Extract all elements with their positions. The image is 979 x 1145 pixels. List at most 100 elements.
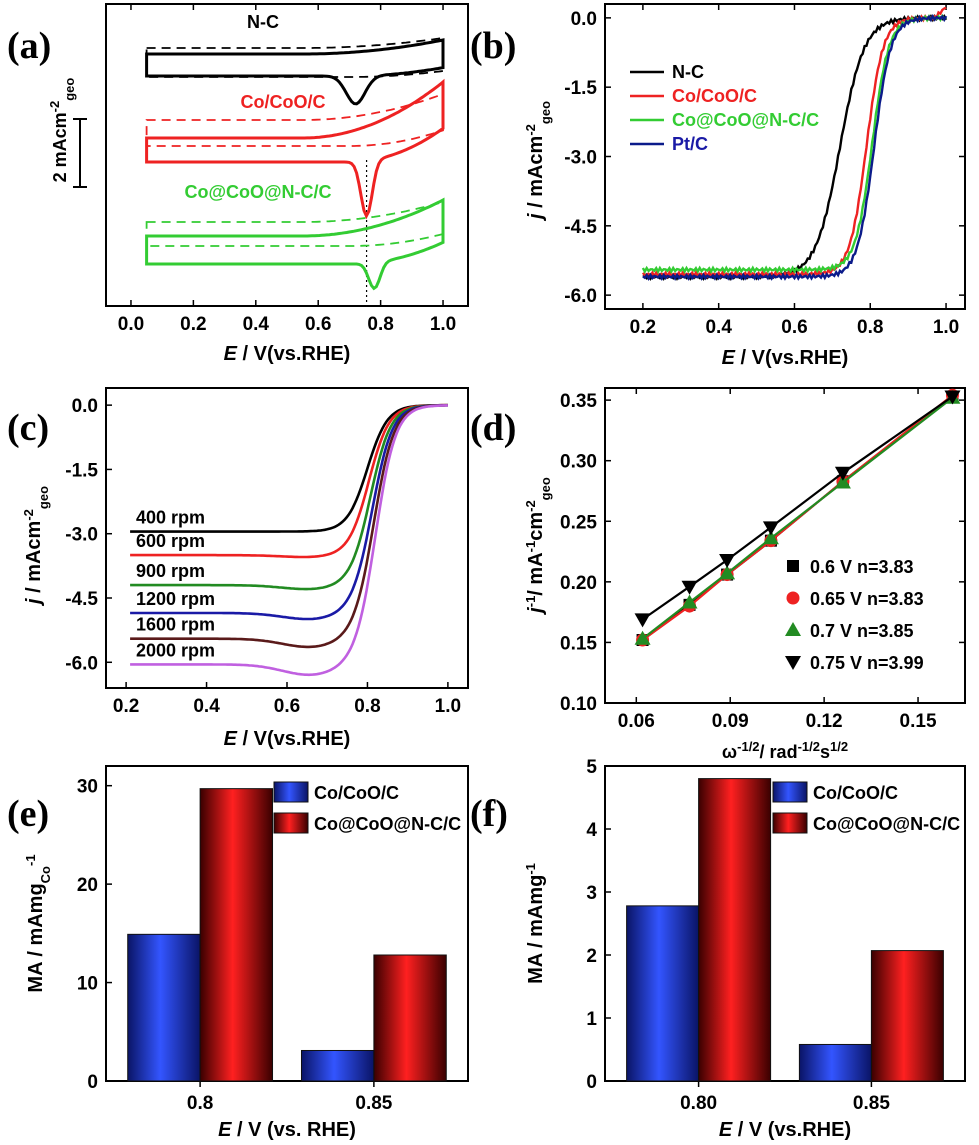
panel-e-mass-activity-bar-chart: 0 10 20 30 (e) E / V (vs. RHE) MA / mAmgCo-1 0.… xyxy=(7,765,469,1141)
kl-data-point xyxy=(634,630,651,645)
lsv-curve-3 xyxy=(642,13,948,282)
legend-marker xyxy=(785,656,801,670)
x-tick-label: 0.85 xyxy=(853,1093,890,1114)
y-tick-label: 0.20 xyxy=(560,573,597,594)
y-axis-label: MA / mAmg-1 xyxy=(523,863,548,984)
kl-data-point xyxy=(762,530,779,545)
y-tick-label: 3 xyxy=(586,883,597,904)
y-tick-label: -4.5 xyxy=(564,217,597,238)
legend-label: 0.7 V n=3.85 xyxy=(810,621,914,641)
panel-label: (f) xyxy=(470,793,508,835)
y-tick-label: -6.0 xyxy=(564,286,597,307)
y-tick-label: -3.0 xyxy=(65,525,98,546)
lsv-curve-2 xyxy=(641,13,948,275)
y-tick-label: 0.15 xyxy=(560,633,597,654)
bar-co-coo-n-c-c xyxy=(373,954,447,1082)
x-axis-label: E / V(vs.RHE) xyxy=(224,343,351,365)
legend-swatch xyxy=(273,781,309,803)
rpm-curve-0 xyxy=(130,403,448,533)
x-axis-label: E / V(vs.RHE) xyxy=(224,728,351,750)
x-tick-label: 0.2 xyxy=(630,317,656,338)
legend-label: Co@CoO@N-C/C xyxy=(314,814,461,834)
bar-co-coo-c xyxy=(626,905,700,1082)
x-tick-label: 0.6 xyxy=(781,317,807,338)
x-tick-label: 0.15 xyxy=(900,711,937,732)
legend-label: Co/CoO/C xyxy=(813,783,898,803)
x-tick-label: 0.2 xyxy=(113,696,139,717)
y-tick-label: 4 xyxy=(586,820,597,841)
y-tick-label: 0 xyxy=(87,1072,98,1093)
x-tick-label: 1.0 xyxy=(435,696,461,717)
panel-label: (e) xyxy=(7,793,49,835)
rpm-label: 1600 rpm xyxy=(136,615,215,635)
legend-label: Co@CoO@N-C/C xyxy=(813,814,960,834)
kl-data-point xyxy=(834,466,851,481)
legend-marker xyxy=(787,560,799,572)
kl-data-point xyxy=(681,594,698,609)
bar-co-coo-c xyxy=(127,933,201,1082)
rpm-label: 900 rpm xyxy=(136,561,205,581)
y-tick-label: 0.0 xyxy=(571,9,597,30)
x-tick-label: 0.4 xyxy=(193,696,220,717)
x-tick-label: 0.4 xyxy=(243,314,270,335)
x-tick-label: 0.8 xyxy=(857,317,883,338)
series-label-n-c: N-C xyxy=(247,12,279,32)
y-tick-label: 5 xyxy=(586,757,597,778)
legend-swatch xyxy=(273,812,309,834)
cv-dashed-n-c xyxy=(145,36,444,78)
panel-label: (c) xyxy=(7,407,49,449)
cv-dashed-co-coo-n-c-c xyxy=(145,200,444,247)
rpm-curve-1 xyxy=(130,403,448,559)
x-tick-label: 0.09 xyxy=(712,711,749,732)
bar-co-coo-c xyxy=(798,1043,872,1082)
bar-co-coo-n-c-c xyxy=(870,950,944,1082)
legend-marker xyxy=(785,622,801,636)
kl-data-point xyxy=(762,521,779,536)
x-tick-label: 0.80 xyxy=(680,1093,717,1114)
kl-data-point xyxy=(944,390,961,405)
bar-co-coo-n-c-c xyxy=(199,788,274,1082)
y-axis-label: MA / mAmgCo-1 xyxy=(23,854,53,992)
panel-a-cv-chart: 0.0 0.2 0.4 0.6 0.8 1.0 (a) E / V(vs.RHE) 2 mAcm… xyxy=(7,3,469,365)
y-tick-label: 30 xyxy=(77,777,98,798)
plot-frame xyxy=(604,765,966,1082)
rpm-curve-3 xyxy=(130,404,448,621)
y-tick-label: 0 xyxy=(586,1072,597,1093)
y-tick-label: 0.25 xyxy=(560,512,597,533)
legend-label: Co@CoO@N-C/C xyxy=(672,110,819,130)
legend-label: 0.75 V n=3.99 xyxy=(810,653,924,673)
x-tick-label: 0.06 xyxy=(618,711,655,732)
kl-fit-line-3 xyxy=(641,395,954,621)
x-tick-label: 0.2 xyxy=(180,314,206,335)
legend-marker xyxy=(786,591,800,605)
legend-swatch xyxy=(772,812,808,834)
x-axis-label: E / V (vs. RHE) xyxy=(218,1119,356,1141)
y-tick-label: 0.0 xyxy=(72,396,98,417)
x-tick-label: 0.8 xyxy=(187,1093,213,1114)
x-axis-label: E / V (vs.RHE) xyxy=(719,1119,851,1141)
x-tick-label: 0.4 xyxy=(705,317,732,338)
plot-frame xyxy=(105,765,469,1082)
panel-c-rpm-chart: 0.2 0.4 0.6 0.8 1.0 0.0 -1.5 -3.0 -4.5 -6.0 (c) E /… xyxy=(7,387,469,750)
rpm-label: 2000 rpm xyxy=(136,640,215,660)
x-tick-label: 1.0 xyxy=(430,314,456,335)
x-axis-label: ω-1/2/ rad-1/2s1/2 xyxy=(722,739,848,763)
cv-solid-co-coo-n-c-c xyxy=(145,197,445,291)
kl-data-point xyxy=(719,565,736,580)
kl-fit-line-1 xyxy=(641,394,954,641)
x-axis-label: E / V(vs.RHE) xyxy=(722,347,849,369)
y-tick-label: -6.0 xyxy=(65,653,98,674)
cv-solid-n-c xyxy=(145,38,445,106)
rpm-curve-4 xyxy=(130,404,448,649)
panel-f-mass-activity-bar-chart: 0 1 2 3 4 5 (f) E / V (vs.RHE) MA / mAmg-1 0.80 0.… xyxy=(470,757,966,1141)
panel-label: (a) xyxy=(7,25,51,67)
y-tick-label: 10 xyxy=(77,974,98,995)
panel-label: (d) xyxy=(470,407,516,449)
y-tick-label: -1.5 xyxy=(65,460,98,481)
cv-solid-co-coo-c xyxy=(145,78,445,220)
bar-co-coo-n-c-c xyxy=(698,778,772,1082)
x-tick-label: 0.6 xyxy=(305,314,331,335)
legend-label: 0.6 V n=3.83 xyxy=(810,557,914,577)
x-tick-label: 0.6 xyxy=(274,696,300,717)
x-tick-label: 0.8 xyxy=(367,314,393,335)
